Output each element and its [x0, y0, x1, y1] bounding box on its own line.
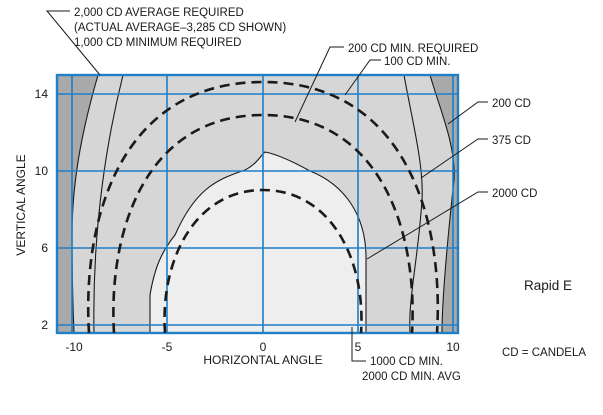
y-tick: 10: [35, 164, 49, 178]
grid: [55, 73, 460, 335]
x-tick: 10: [446, 340, 460, 354]
dash-200cd: [112, 113, 414, 333]
candela-legend: CD = CANDELA: [502, 347, 586, 359]
label-200cd-min-required: 200 CD MIN. REQUIRED: [348, 43, 478, 55]
leader-lines: [45, 10, 488, 362]
x-tick: 5: [355, 340, 362, 354]
x-tick: 0: [260, 340, 267, 354]
x-tick: -10: [65, 340, 83, 354]
y-axis-label: VERTICAL ANGLE: [14, 154, 28, 255]
contour-200cd-right: [429, 75, 455, 333]
contour-2000cd: [149, 151, 367, 333]
label-200cd: 200 CD: [492, 98, 531, 110]
label-100cd-min: 100 CD MIN.: [384, 56, 450, 68]
annotation-avg-required: 2,000 CD AVERAGE REQUIRED: [74, 7, 244, 19]
contour-375cd: [93, 75, 124, 333]
label-2000cd-min-avg: 2000 CD MIN. AVG: [362, 371, 461, 383]
zone-2000cd: [150, 152, 366, 333]
label-2000cd: 2000 CD: [492, 188, 537, 200]
y-tick: 6: [41, 241, 48, 255]
annotation-actual-avg: (ACTUAL AVERAGE–3,285 CD SHOWN): [74, 22, 286, 34]
y-tick: 2: [41, 318, 48, 332]
intensity-zones: [57, 75, 458, 333]
annotation-min-required: 1,000 CD MINIMUM REQUIRED: [74, 37, 241, 49]
x-tick: -5: [162, 340, 173, 354]
label-375cd: 375 CD: [492, 135, 531, 147]
side-caption-cut: Rapid E: [524, 278, 572, 293]
dash-outer-100cd: [86, 80, 440, 333]
dashed-contours: [86, 80, 440, 333]
dash-1000cd: [163, 188, 363, 333]
x-axis-label: HORIZONTAL ANGLE: [203, 353, 322, 367]
label-1000cd-min: 1000 CD MIN.: [370, 356, 443, 368]
y-tick: 14: [35, 87, 49, 101]
